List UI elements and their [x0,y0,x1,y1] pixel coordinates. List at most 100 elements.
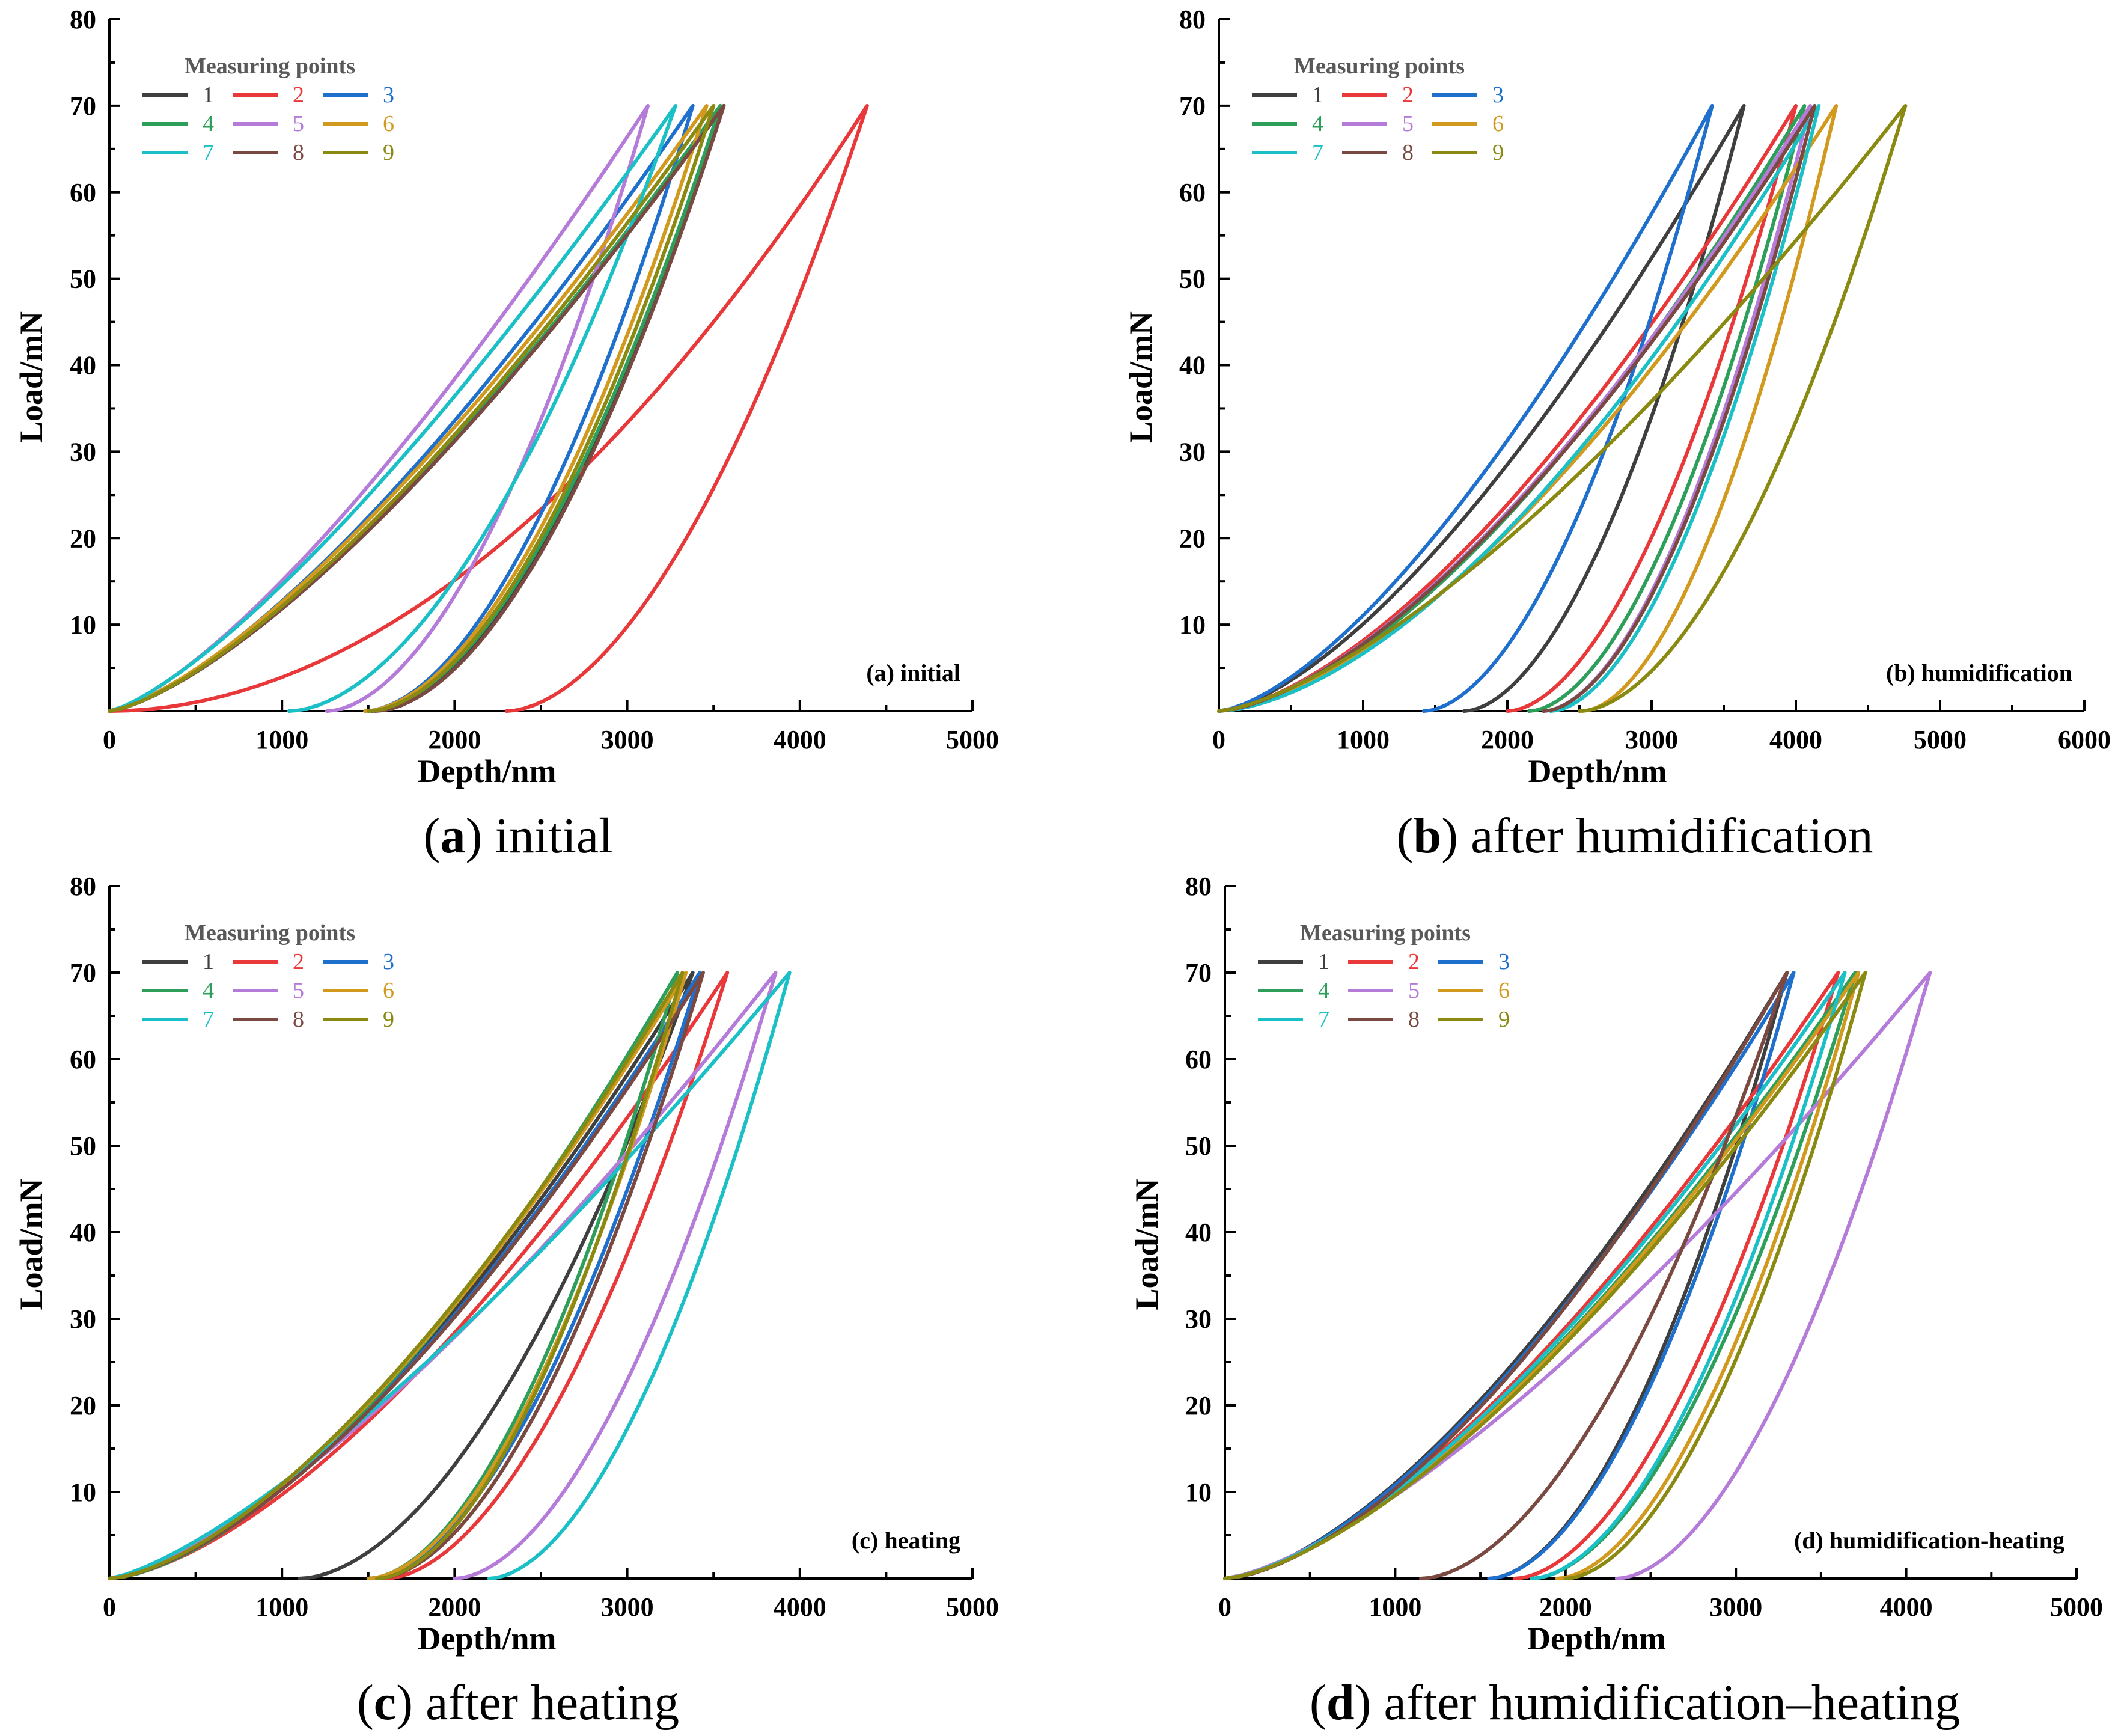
legend-label-5: 5 [1402,111,1414,136]
series-line-9 [1223,971,1867,1580]
legend-label-1: 1 [203,949,214,974]
y-axis-title: Load/mN [1123,311,1159,443]
y-tick-label: 30 [70,1304,96,1334]
series-line-1 [108,971,695,1580]
panel-caption: (d) after humidification–heating [1310,1675,1960,1731]
y-tick-label: 30 [1179,437,1206,466]
x-axis-title: Depth/nm [417,753,556,789]
x-tick-label: 2000 [428,1592,481,1622]
y-tick-label: 20 [70,1391,96,1420]
x-tick-label: 1000 [1369,1592,1421,1622]
legend-label-2: 2 [1408,949,1420,974]
legend-label-4: 4 [203,111,214,136]
legend-label-1: 1 [203,82,214,108]
chart-panel-c: 0 1000 2000 3000 4000 5000 10 20 30 40 50 60 70 80 Dep… [13,872,999,1731]
legend-label-5: 5 [293,111,304,136]
legend-label-3: 3 [1492,82,1504,108]
series-line-5 [1223,971,1932,1580]
series-line-7 [108,971,792,1580]
y-tick-label: 10 [1185,1478,1212,1507]
y-tick-label: 70 [70,958,96,988]
y-tick-label: 60 [70,1045,96,1074]
legend-label-3: 3 [383,82,394,108]
chart-panel-d: 0 1000 2000 3000 4000 5000 10 20 30 40 50 60 70 80 Dep… [1129,872,2103,1731]
series-line-9 [1217,103,1908,713]
series-line-8 [108,971,705,1580]
y-tick-label: 70 [1179,91,1206,121]
caption-letter: d [1326,1675,1355,1731]
legend-label-8: 8 [1408,1007,1420,1032]
y-tick-label: 10 [1179,610,1206,640]
x-tick-label: 5000 [946,1592,999,1622]
y-tick-label: 70 [70,91,96,121]
y-tick-label: 50 [1185,1131,1212,1161]
legend-label-4: 4 [1312,111,1323,136]
x-tick-label: 5000 [946,725,999,754]
legend-label-6: 6 [383,111,394,136]
series-line-3 [1217,103,1714,713]
x-tick-label: 3000 [1625,725,1678,754]
series-line-6 [1223,971,1861,1580]
y-tick-label: 70 [1185,958,1212,988]
series-line-6 [108,103,709,713]
series-line-9 [108,103,716,713]
series-line-2 [1217,103,1798,713]
series-line-3 [108,971,702,1580]
x-tick-label: 0 [1218,1592,1231,1622]
x-axis-title: Depth/nm [417,1621,556,1657]
series-line-1 [1223,971,1789,1580]
y-tick-label: 30 [1185,1304,1212,1334]
y-tick-label: 80 [70,5,96,34]
series-line-8 [1223,971,1789,1580]
x-tick-label: 4000 [1769,725,1822,754]
legend-label-8: 8 [293,1007,304,1032]
y-tick-label: 60 [70,178,96,207]
y-tick-label: 60 [1179,178,1206,207]
legend-label-9: 9 [383,1007,394,1032]
panel-caption: (b) after humidification [1396,808,1873,864]
x-tick-label: 6000 [2058,725,2111,754]
series-line-4 [1217,103,1807,713]
chart-panel-a: 0 1000 2000 3000 4000 5000 10 20 30 40 50 60 70 80 Dep… [13,5,999,864]
legend-label-1: 1 [1318,949,1329,974]
y-axis-title: Load/mN [13,1178,49,1310]
series-line-8 [108,103,726,713]
legend-label-3: 3 [383,949,394,974]
panel-condition-label: (d) humidification-heating [1794,1527,2064,1554]
legend-title: Measuring points [185,53,355,79]
x-tick-label: 3000 [601,1592,654,1622]
x-tick-label: 5000 [2050,1592,2103,1622]
y-tick-label: 20 [1185,1391,1212,1420]
legend-label-5: 5 [293,978,304,1003]
caption-letter: a [441,808,466,864]
legend-label-4: 4 [1318,978,1329,1003]
x-tick-label: 3000 [601,725,654,754]
caption-letter: c [374,1675,396,1731]
y-tick-label: 40 [70,1218,96,1247]
legend-label-3: 3 [1498,949,1510,974]
y-tick-label: 80 [1185,872,1212,901]
x-axis-title: Depth/nm [1527,1621,1666,1657]
y-axis-title: Load/mN [1129,1178,1165,1310]
legend-label-7: 7 [203,140,214,165]
x-tick-label: 1000 [1337,725,1390,754]
legend-label-8: 8 [293,140,304,165]
legend-label-2: 2 [1402,82,1414,108]
legend-title: Measuring points [1294,53,1465,79]
x-tick-label: 4000 [1880,1592,1933,1622]
x-tick-label: 1000 [255,725,308,754]
series-line-7 [1223,971,1847,1580]
legend-label-2: 2 [293,949,304,974]
legend-label-8: 8 [1402,140,1414,165]
series-line-7 [108,103,677,713]
caption-letter: b [1413,808,1441,864]
y-tick-label: 80 [1179,5,1206,34]
legend-label-6: 6 [1492,111,1504,136]
chart-panel-b: 0 1000 2000 3000 4000 5000 6000 10 20 30 40 50 60 70 8… [1123,5,2111,864]
y-tick-label: 30 [70,437,96,466]
y-tick-label: 50 [1179,264,1206,294]
y-tick-label: 60 [1185,1045,1212,1074]
x-tick-label: 0 [103,1592,116,1622]
legend-label-9: 9 [1498,1007,1510,1032]
